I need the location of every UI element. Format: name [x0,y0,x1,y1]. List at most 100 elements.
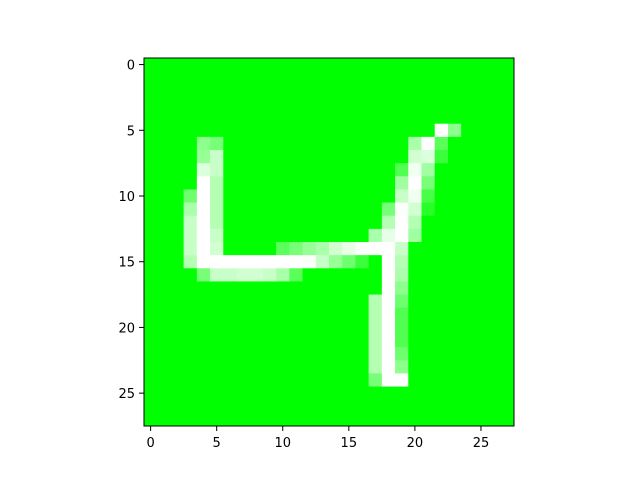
heatmap-cell [262,294,277,309]
heatmap-cell [381,97,396,111]
heatmap-cell [474,294,488,309]
heatmap-cell [289,268,303,282]
heatmap-cell [196,123,211,138]
heatmap-cell [434,97,449,111]
heatmap-cell [461,123,475,138]
heatmap-cell [461,268,475,282]
heatmap-cell [223,242,237,256]
heatmap-cell [236,347,251,361]
heatmap-cell [223,202,237,217]
heatmap-cell [408,242,422,256]
heatmap-cell [183,189,198,203]
heatmap-cell [302,123,317,138]
heatmap-cell [196,163,211,177]
heatmap-cell [447,347,462,361]
heatmap-cell [210,189,224,203]
heatmap-cell [368,123,383,138]
heatmap-cell [395,360,409,374]
heatmap-cell [395,412,409,427]
heatmap-cell [236,176,251,190]
heatmap-cell [421,294,436,309]
heatmap-cell [421,215,436,230]
x-tick-label: 5 [213,436,221,451]
heatmap-cell [487,294,502,309]
heatmap-cell [315,136,330,151]
heatmap-cell [276,412,290,427]
heatmap-cell [249,58,264,72]
heatmap-cell [196,307,211,322]
heatmap-cell [434,307,449,322]
heatmap-cell [183,176,198,190]
heatmap-cell [329,202,343,217]
heatmap-cell [447,228,462,243]
heatmap-cell [395,268,409,282]
heatmap-cell [157,255,171,269]
heatmap-cell [236,136,251,151]
heatmap-cell [183,281,198,295]
heatmap-cell [210,228,224,243]
heatmap-cell [461,320,475,335]
heatmap-cell [461,215,475,230]
heatmap-cell [368,215,383,230]
heatmap-cell [395,242,409,256]
heatmap-cell [196,215,211,230]
heatmap-cell [487,202,502,217]
heatmap-cell [302,150,317,164]
heatmap-cell [157,84,171,98]
heatmap-cell [157,281,171,295]
heatmap-cell [487,163,502,177]
heatmap-cell [183,110,198,125]
heatmap-cell [249,281,264,295]
heatmap-cell [144,294,158,309]
heatmap-cell [368,255,383,269]
heatmap-cell [249,84,264,98]
heatmap-cell [262,281,277,295]
heatmap-cell [289,255,303,269]
heatmap-cell [395,386,409,401]
heatmap-cell [342,136,356,151]
heatmap-cell [474,150,488,164]
heatmap-cell [236,71,251,85]
heatmap-cell [487,412,502,427]
heatmap-cell [183,150,198,164]
heatmap-cell [342,228,356,243]
heatmap-cell [262,163,277,177]
heatmap-cell [368,163,383,177]
heatmap-cell [183,360,198,374]
heatmap-cell [210,268,224,282]
heatmap-cell [381,373,396,387]
heatmap-cell [461,294,475,309]
heatmap-cell [342,334,356,348]
heatmap-cell [342,84,356,98]
heatmap-cell [196,399,211,414]
heatmap-cell [381,320,396,335]
heatmap-cell [315,84,330,98]
heatmap-cell [368,268,383,282]
heatmap-cell [421,97,436,111]
heatmap-cell [355,136,369,151]
heatmap-cell [500,386,515,401]
heatmap-cell [461,228,475,243]
heatmap-cell [474,71,488,85]
heatmap-cell [196,136,211,151]
heatmap-cell [381,189,396,203]
heatmap-cell [289,360,303,374]
heatmap-cell [302,189,317,203]
heatmap-cell [447,136,462,151]
heatmap-cell [434,412,449,427]
heatmap-cell [342,58,356,72]
heatmap-cell [249,215,264,230]
heatmap-cell [170,255,184,269]
heatmap-cell [249,320,264,335]
heatmap-cell [487,268,502,282]
heatmap-cell [500,373,515,387]
heatmap-cell [381,360,396,374]
heatmap-cell [342,215,356,230]
heatmap-cell [289,215,303,230]
heatmap-cell [249,347,264,361]
heatmap-cell [315,228,330,243]
heatmap-cell [315,334,330,348]
heatmap-cell [262,347,277,361]
heatmap-cell [276,320,290,335]
heatmap-cell [196,373,211,387]
